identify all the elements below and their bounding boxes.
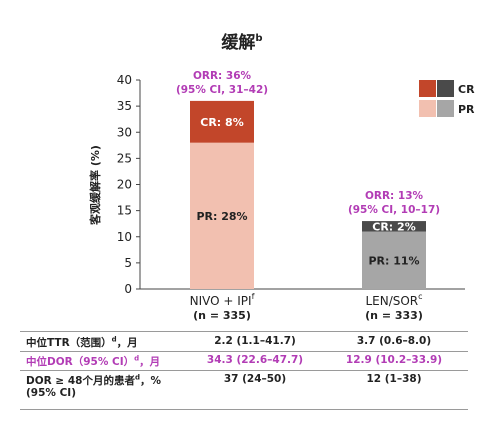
chart-title-superscript: b xyxy=(255,33,262,44)
bar-cr-segment xyxy=(362,221,426,232)
y-tick-label: 15 xyxy=(117,204,132,218)
y-tick-label: 30 xyxy=(117,125,132,139)
x-category-n: (n = 333) xyxy=(365,309,423,322)
response-chart: 缓解b 客观缓解率 (%) 0 5 10 15 20 25 30 35 40 PR: 28% CR… xyxy=(88,32,475,322)
table-row-label: 中位DOR（95% CI）d，月 xyxy=(26,354,161,369)
table-row-label-superscript: d xyxy=(111,335,117,344)
y-tick-label: 10 xyxy=(117,230,132,244)
table-row-label-superscript: d xyxy=(134,373,140,382)
table-top-rule xyxy=(20,331,468,332)
legend-swatch xyxy=(437,80,454,97)
table-row-rule xyxy=(20,409,468,410)
bar-pr-label: PR: 11% xyxy=(368,254,419,267)
y-tick-label: 5 xyxy=(124,256,132,270)
table-cell-value: 34.3 (22.6–47.7) xyxy=(206,354,304,366)
table-row-label-superscript: d xyxy=(134,354,140,363)
bar-cr-label: CR: 2% xyxy=(372,220,415,233)
orr-annotation: ORR: 13% xyxy=(365,190,424,202)
table-row-rule xyxy=(20,370,468,371)
table-cell-value: 37 (24–50) xyxy=(223,373,287,385)
table-cell-value: 3.7 (0.6–8.0) xyxy=(356,335,432,347)
table-cell-value: 2.2 (1.1–41.7) xyxy=(214,335,296,347)
bar-pr-segment xyxy=(362,231,426,289)
x-category-n: (n = 335) xyxy=(193,309,251,322)
x-category-superscript: f xyxy=(252,292,255,301)
bar-pr-label: PR: 28% xyxy=(196,210,247,223)
table-row-label: 中位TTR（范围）d，月 xyxy=(26,335,138,350)
table-row-label-line2: (95% CI) xyxy=(26,387,76,399)
table-cell-value: 12.9 (10.2–33.9) xyxy=(345,354,443,366)
bar-cr-segment xyxy=(190,100,254,143)
legend-label: CR xyxy=(458,83,475,96)
x-category-label: NIVO + IPIf xyxy=(190,292,255,308)
orr-ci-annotation: (95% CI, 31–42) xyxy=(176,84,268,96)
table-cell-value: 12 (1–38) xyxy=(366,373,422,385)
y-axis-label: 客观缓解率 (%) xyxy=(88,145,102,226)
y-tick-label: 25 xyxy=(117,151,132,165)
table-row-label: DOR ≥ 48个月的患者d，% xyxy=(26,373,161,388)
bar-cr-label: CR: 8% xyxy=(200,116,243,129)
chart-title: 缓解b xyxy=(221,32,262,53)
legend-label: PR xyxy=(458,103,475,116)
y-tick-label: 0 xyxy=(124,282,132,296)
legend-swatch xyxy=(419,80,436,97)
legend-swatch xyxy=(437,100,454,117)
legend-swatch xyxy=(419,100,436,117)
x-category-superscript: c xyxy=(418,292,422,301)
orr-annotation: ORR: 36% xyxy=(193,70,252,82)
y-tick-label: 35 xyxy=(117,99,132,113)
bar-pr-segment xyxy=(190,142,254,289)
orr-ci-annotation: (95% CI, 10–17) xyxy=(348,204,440,216)
x-category-label: LEN/SORc xyxy=(365,292,422,308)
y-tick-label: 20 xyxy=(117,178,132,192)
table-row-rule xyxy=(20,351,468,352)
y-tick-label: 40 xyxy=(117,73,132,87)
